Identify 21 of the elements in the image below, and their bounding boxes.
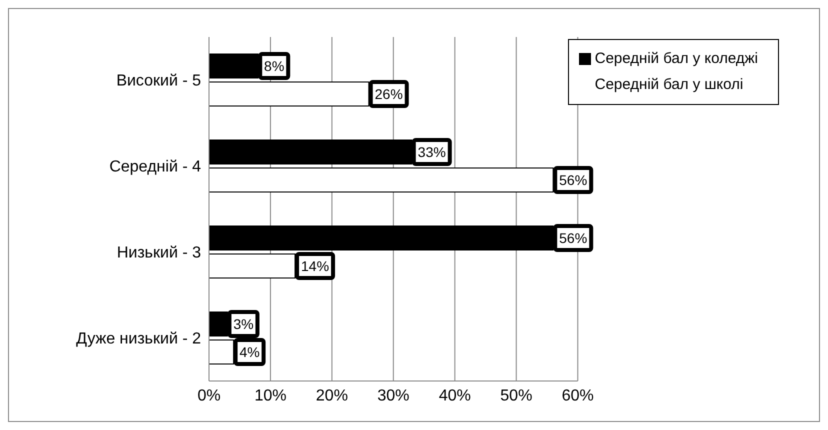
y-tick-label: Високий - 5 — [116, 72, 202, 90]
data-label: 3% — [233, 316, 254, 332]
legend-label: Середній бал у коледжі — [594, 50, 758, 67]
x-tick-label: 0% — [197, 387, 221, 404]
data-label: 56% — [559, 230, 588, 246]
x-tick-label: 10% — [254, 387, 286, 404]
x-tick-label: 50% — [500, 387, 532, 404]
x-tick-label: 60% — [562, 387, 594, 404]
y-tick-label: Низький - 3 — [116, 244, 202, 262]
x-tick-label: 20% — [316, 387, 348, 404]
text: Середній бал у школі — [594, 76, 744, 93]
x-tick-label: 30% — [377, 387, 410, 404]
data-label: 56% — [559, 172, 588, 188]
data-label: 8% — [264, 58, 284, 74]
data-label: 4% — [239, 344, 260, 360]
y-tick-label: Середній - 4 — [109, 158, 202, 176]
data-label: 33% — [418, 144, 446, 160]
y-tick-label: Дуже низький - 2 — [76, 330, 202, 348]
data-label: 14% — [301, 258, 330, 274]
data-label: 26% — [374, 86, 403, 102]
x-tick-label: 40% — [438, 387, 471, 404]
